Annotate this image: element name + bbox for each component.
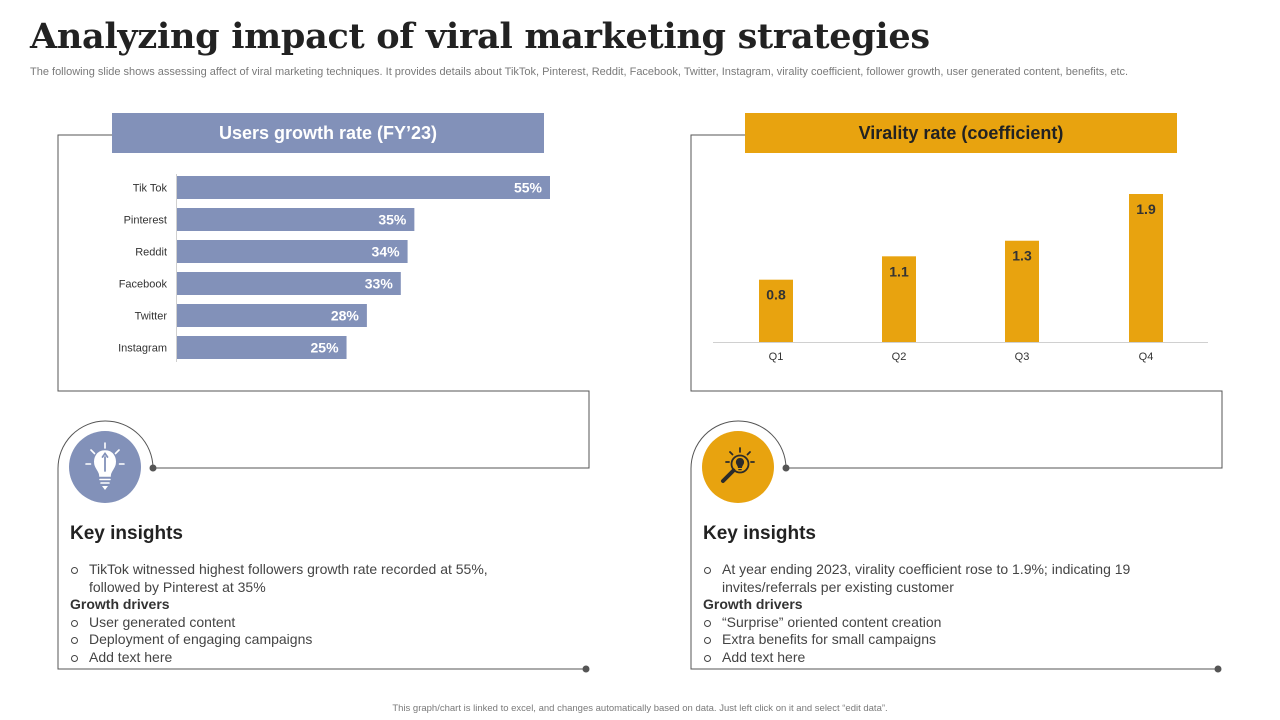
hbar-reddit	[177, 240, 408, 263]
left-insights-points: TikTok witnessed highest followers growt…	[70, 561, 570, 596]
hbar-category-label: Twitter	[135, 311, 168, 323]
right-key-insights: Key insights At year ending 2023, virali…	[703, 523, 1203, 666]
left-driver-item: User generated content	[70, 614, 570, 632]
footer-note: This graph/chart is linked to excel, and…	[392, 703, 888, 714]
hbar-value-label: 33%	[365, 276, 394, 292]
page-title: Analyzing impact of viral marketing stra…	[30, 16, 930, 57]
column-category-label: Q3	[1015, 351, 1030, 363]
column-q2	[882, 256, 916, 342]
hbar-twitter	[177, 304, 367, 327]
right-driver-item: Add text here	[703, 649, 1203, 667]
right-driver-item: Extra benefits for small campaigns	[703, 631, 1203, 649]
left-connector-dot	[149, 464, 157, 472]
left-key-insights: Key insights TikTok witnessed highest fo…	[70, 523, 570, 666]
lightbulb-magnifier-icon	[721, 447, 755, 483]
right-connector-dot	[782, 464, 790, 472]
column-value-label: 0.8	[766, 287, 786, 303]
page-subtitle: The following slide shows assessing affe…	[30, 66, 1129, 78]
column-category-label: Q2	[892, 351, 907, 363]
hbar-category-label: Tik Tok	[133, 183, 168, 195]
hbar-instagram	[177, 336, 347, 359]
column-category-label: Q1	[769, 351, 784, 363]
column-q4	[1129, 194, 1163, 342]
hbar-pinterest	[177, 208, 415, 231]
right-insight-icon-circle	[702, 431, 774, 503]
column-value-label: 1.1	[889, 263, 909, 279]
right-growth-drivers-title: Growth drivers	[703, 596, 803, 612]
column-value-label: 1.9	[1136, 201, 1156, 217]
left-growth-drivers-title: Growth drivers	[70, 596, 170, 612]
left-insight-icon-circle	[69, 431, 141, 503]
left-driver-item: Deployment of engaging campaigns	[70, 631, 570, 649]
column-q1	[759, 279, 793, 342]
hbar-facebook	[177, 272, 401, 295]
left-bottom-dot	[582, 665, 590, 673]
hbar-category-label: Reddit	[135, 247, 167, 259]
left-bottom-frame	[57, 469, 586, 670]
right-insights-heading: Key insights	[703, 523, 816, 544]
left-driver-item: Add text here	[70, 649, 570, 667]
left-growth-drivers-list: User generated content Deployment of eng…	[70, 614, 570, 667]
column-value-label: 1.3	[1012, 248, 1032, 264]
hbar-value-label: 35%	[378, 212, 407, 228]
right-growth-drivers-list: “Surprise” oriented content creation Ext…	[703, 614, 1203, 667]
left-top-frame	[57, 134, 590, 469]
hbar-category-label: Facebook	[119, 279, 168, 291]
hbar-value-label: 28%	[331, 308, 360, 324]
column-category-label: Q4	[1139, 351, 1154, 363]
left-insight-point: TikTok witnessed highest followers growt…	[70, 561, 519, 596]
hbar-value-label: 25%	[311, 340, 340, 356]
right-bottom-frame	[690, 469, 1218, 670]
hbar-tik-tok	[177, 176, 550, 199]
left-insights-heading: Key insights	[70, 523, 183, 544]
virality-chart-title: Virality rate (coefficient)	[745, 113, 1177, 153]
right-top-frame	[690, 134, 1223, 469]
right-driver-item: “Surprise” oriented content creation	[703, 614, 1203, 632]
right-insight-point: At year ending 2023, virality coefficien…	[703, 561, 1172, 596]
right-bottom-dot	[1214, 665, 1222, 673]
users-growth-chart-title: Users growth rate (FY’23)	[112, 113, 544, 153]
hbar-value-label: 55%	[514, 180, 543, 196]
hbar-category-label: Pinterest	[124, 215, 167, 227]
hbar-category-label: Instagram	[118, 343, 167, 355]
right-icon-arc	[690, 420, 787, 470]
right-insights-points: At year ending 2023, virality coefficien…	[703, 561, 1203, 596]
left-icon-arc	[57, 420, 154, 470]
column-q3	[1005, 240, 1039, 342]
hbar-value-label: 34%	[372, 244, 401, 260]
lightbulb-pencil-icon	[85, 442, 125, 490]
